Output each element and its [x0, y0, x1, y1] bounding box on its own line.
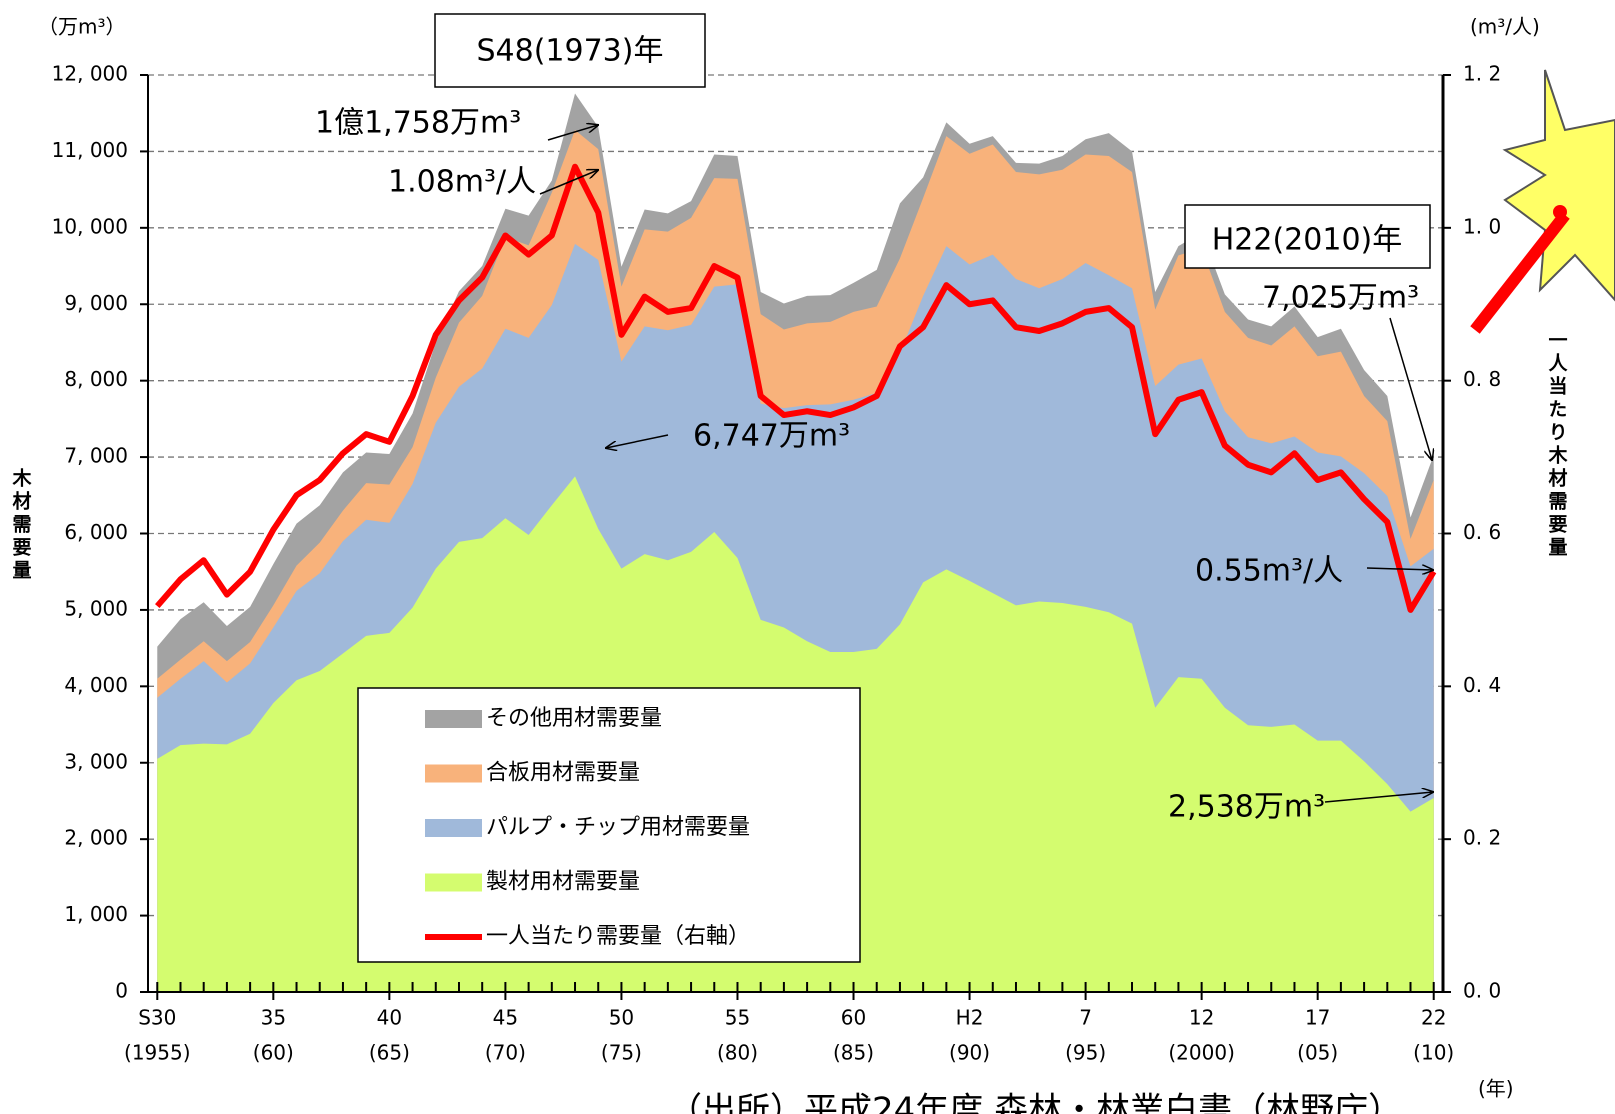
- y-tick-label: 5, 000: [64, 596, 128, 620]
- y-tick-label: 9, 000: [64, 291, 128, 315]
- y2-tick-label: 0. 6: [1463, 520, 1501, 544]
- legend-label: 合板用材需要量: [486, 761, 640, 786]
- x-tick-sublabel: (90): [949, 1041, 990, 1065]
- y-tick-label: 12, 000: [52, 62, 128, 86]
- x-tick-sublabel: (10): [1413, 1041, 1454, 1065]
- x-unit: (年): [1478, 1077, 1514, 1101]
- annotation: 7,025万m³: [1262, 281, 1419, 316]
- x-tick-sublabel: (75): [601, 1041, 642, 1065]
- source-note: （出所）平成24年度 森林・林業白書（林野庁）: [668, 1091, 1402, 1114]
- y-tick-label: 7, 000: [64, 444, 128, 468]
- x-tick-label: 60: [841, 1006, 866, 1030]
- chart: （万m³） (m³/人) (年) 木材需要量 一人当たり木材需要量 （出所）平成…: [0, 0, 1615, 1114]
- y-tick-label: 3, 000: [64, 749, 128, 773]
- annotation-arrow: [1390, 318, 1432, 460]
- legend-label: その他用材需要量: [486, 706, 662, 731]
- y2-tick-label: 1. 2: [1463, 62, 1501, 86]
- legend-swatch: [425, 819, 482, 837]
- x-tick-sublabel: (65): [369, 1041, 410, 1065]
- annotation: S48(1973)年: [477, 34, 664, 69]
- annotation: H22(2010)年: [1212, 223, 1403, 258]
- x-tick-label: 7: [1079, 1006, 1092, 1030]
- x-tick-sublabel: (80): [717, 1041, 758, 1065]
- x-tick-label: 17: [1305, 1006, 1330, 1030]
- y-tick-label: 11, 000: [52, 138, 128, 162]
- y-axis-title: 木材需要量: [10, 467, 33, 583]
- y-tick-label: 4, 000: [64, 673, 128, 697]
- x-tick-label: H2: [956, 1006, 984, 1030]
- y2-tick-label: 0. 2: [1463, 826, 1501, 850]
- y-unit: （万m³）: [38, 15, 126, 39]
- legend-swatch: [425, 874, 482, 892]
- x-tick-label: 12: [1189, 1006, 1214, 1030]
- y2-unit: (m³/人): [1470, 15, 1540, 39]
- x-tick-sublabel: (1955): [124, 1041, 191, 1065]
- x-tick-sublabel: (60): [253, 1041, 294, 1065]
- y-tick-label: 6, 000: [64, 520, 128, 544]
- x-tick-label: 22: [1421, 1006, 1446, 1030]
- legend-label: パルプ・チップ用材需要量: [486, 815, 750, 840]
- x-tick-sublabel: (05): [1297, 1041, 1338, 1065]
- annotation: 2,538万m³: [1168, 790, 1325, 825]
- x-tick-sublabel: (85): [833, 1041, 874, 1065]
- x-tick-sublabel: (95): [1065, 1041, 1106, 1065]
- y2-tick-label: 0. 8: [1463, 367, 1501, 391]
- y2-axis-title: 一人当たり木材需要量: [1546, 330, 1569, 560]
- x-tick-label: S30: [138, 1006, 176, 1030]
- y-tick-label: 0: [115, 979, 128, 1003]
- x-tick-label: 40: [377, 1006, 402, 1030]
- legend-swatch: [425, 710, 482, 728]
- legend-label: 一人当たり需要量（右軸）: [486, 924, 750, 949]
- y-tick-label: 8, 000: [64, 367, 128, 391]
- y-tick-label: 2, 000: [64, 826, 128, 850]
- y-tick-label: 10, 000: [52, 214, 128, 238]
- x-tick-label: 45: [493, 1006, 518, 1030]
- trend-dot: [1553, 205, 1567, 219]
- annotation: 1.08m³/人: [388, 165, 536, 200]
- x-tick-label: 55: [725, 1006, 750, 1030]
- x-tick-label: 50: [609, 1006, 634, 1030]
- x-tick-sublabel: (2000): [1168, 1041, 1235, 1065]
- y2-tick-label: 1. 0: [1463, 214, 1501, 238]
- legend-label: 製材用材需要量: [486, 870, 640, 895]
- y-tick-label: 1, 000: [64, 902, 128, 926]
- x-tick-sublabel: (70): [485, 1041, 526, 1065]
- annotation: 1億1,758万m³: [315, 106, 521, 141]
- annotation: 0.55m³/人: [1195, 554, 1343, 589]
- x-tick-label: 35: [261, 1006, 286, 1030]
- y2-tick-label: 0. 4: [1463, 673, 1501, 697]
- annotation: 6,747万m³: [693, 419, 850, 454]
- y2-tick-label: 0. 0: [1463, 979, 1501, 1003]
- legend-swatch: [425, 765, 482, 783]
